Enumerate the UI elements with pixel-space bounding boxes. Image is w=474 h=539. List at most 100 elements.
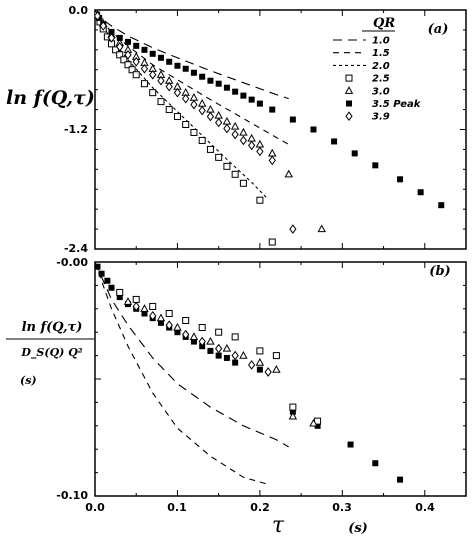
point-a-qr-2-5-18 (198, 136, 206, 144)
point-b-qr-3-5-Peak-24 (397, 476, 404, 483)
point-b-qr-3-5-Peak-22 (347, 441, 354, 448)
point-a-qr-3-5-Peak-24 (331, 138, 338, 145)
point-a-qr-3-5-Peak-19 (248, 96, 255, 103)
y-axis-label-a: ln f(Q,τ) (6, 87, 95, 109)
y-tick-a-0: 0.0 (69, 4, 89, 17)
legend-swatch-qr-3-9 (345, 111, 353, 122)
point-a-qr-2-5-7 (120, 56, 128, 64)
point-a-qr-3-5-Peak-15 (215, 80, 222, 87)
point-a-qr-3-5-Peak-4 (124, 38, 131, 45)
point-b-qr-3-5-Peak-11 (174, 329, 181, 336)
point-a-qr-3-5-Peak-22 (289, 116, 296, 123)
point-a-qr-2-5-25 (268, 238, 276, 246)
point-a-qr-3-0-17 (230, 121, 240, 130)
point-a-qr-2-5-11 (140, 80, 148, 88)
point-b-qr-3-5-Peak-18 (232, 359, 239, 366)
point-a-qr-3-9-19 (248, 140, 256, 151)
point-b-qr-2-5-0 (116, 288, 124, 296)
point-a-qr-3-5-Peak-17 (232, 88, 239, 95)
point-a-qr-2-5-8 (124, 61, 132, 69)
point-b-qr-3-5-Peak-16 (215, 352, 222, 359)
point-b-qr-3-5-Peak-21 (314, 422, 321, 429)
x-tick-2: 0.2 (250, 501, 270, 514)
point-b-qr-3-9-0 (132, 301, 140, 312)
point-a-qr-3-0-20 (255, 139, 265, 148)
point-b-qr-2-5-1 (132, 295, 140, 303)
point-a-qr-3-5-Peak-27 (397, 176, 404, 183)
point-a-qr-3-5-Peak-20 (256, 100, 263, 107)
y-tick-b-0: -0.00 (56, 256, 88, 269)
y-tick-a-2: -2.4 (64, 242, 88, 255)
point-b-qr-3-5-Peak-2 (104, 277, 111, 284)
point-b-qr-3-0-7 (239, 350, 248, 359)
legend-label-qr-3-0: 3.0 (372, 86, 390, 97)
point-b-qr-3-0-6 (222, 343, 232, 352)
point-a-qr-3-5-Peak-6 (141, 46, 148, 53)
point-a-qr-3-9-11 (182, 93, 190, 104)
point-a-qr-2-5-19 (206, 145, 214, 153)
point-a-qr-3-0-21 (268, 148, 277, 157)
point-a-qr-2-5-10 (132, 71, 140, 79)
point-a-qr-3-5-Peak-9 (166, 58, 173, 65)
point-a-qr-3-0-22 (284, 169, 293, 178)
point-a-qr-3-9-12 (190, 99, 198, 110)
point-b-qr-3-5-Peak-0 (95, 263, 101, 270)
point-b-qr-2-5-2 (149, 302, 157, 310)
point-a-qr-3-5-Peak-5 (133, 42, 140, 49)
x-axis-label: τ (272, 513, 285, 538)
point-a-qr-2-5-20 (215, 153, 223, 161)
point-a-qr-3-9-20 (256, 146, 264, 157)
point-b-qr-3-5-Peak-9 (157, 319, 164, 326)
point-a-qr-3-5-Peak-8 (157, 54, 164, 61)
point-a-qr-3-9-5 (132, 56, 140, 67)
series-a-qr-1-0-line (95, 10, 289, 100)
point-b-qr-3-0-0 (123, 297, 133, 305)
point-b-qr-3-5-Peak-23 (372, 460, 379, 467)
point-a-qr-2-5-22 (231, 170, 239, 178)
point-b-qr-3-5-Peak-4 (116, 294, 123, 301)
point-b-qr-3-9-5 (215, 343, 223, 354)
point-a-qr-3-9-7 (149, 69, 157, 80)
point-b-qr-3-0-10 (288, 411, 298, 420)
legend-swatch-qr-3-5-Peak (346, 100, 352, 107)
point-b-qr-3-0-1 (140, 304, 149, 312)
point-a-qr-3-5-Peak-13 (199, 73, 206, 80)
point-b-qr-3-9-4 (198, 336, 206, 347)
point-b-qr-2-5-4 (182, 317, 190, 324)
point-a-qr-2-5-15 (173, 113, 181, 121)
point-b-qr-3-0-8 (255, 357, 265, 366)
point-a-qr-3-5-Peak-2 (108, 28, 115, 35)
point-a-qr-3-5-Peak-11 (182, 65, 189, 72)
point-a-qr-2-5-6 (116, 51, 124, 59)
point-b-qr-3-5-Peak-7 (141, 310, 148, 317)
point-a-qr-3-9-6 (140, 63, 149, 74)
point-b-qr-2-5-10 (289, 403, 297, 411)
point-a-qr-3-5-Peak-25 (351, 150, 358, 157)
point-a-qr-3-9-14 (206, 111, 215, 122)
point-a-qr-2-5-14 (165, 106, 173, 114)
point-a-qr-2-5-24 (256, 196, 264, 204)
point-b-qr-3-9-3 (182, 329, 190, 340)
point-a-qr-3-9-9 (165, 81, 173, 92)
series-b-qr-1-5-line (95, 262, 269, 485)
legend-label-qr-3-5-Peak: 3.5 Peak (372, 99, 422, 110)
point-a-qr-3-5-Peak-18 (240, 92, 247, 99)
legend-label-qr-3-9: 3.9 (372, 112, 390, 123)
point-a-qr-3-5-Peak-16 (223, 84, 230, 91)
point-b-qr-2-5-7 (231, 333, 239, 341)
point-b-qr-3-9-2 (165, 320, 173, 331)
point-b-qr-3-5-Peak-1 (98, 270, 105, 277)
legend-swatch-qr-3-0 (344, 86, 354, 94)
point-a-qr-3-9-3 (116, 42, 124, 52)
y-axis-label-b-numerator: ln f(Q,τ) (22, 320, 83, 335)
y-tick-b-1: -0.10 (56, 489, 88, 502)
point-a-qr-3-0-23 (317, 224, 326, 233)
x-tick-3: 0.3 (332, 501, 352, 514)
point-a-qr-3-5-Peak-10 (174, 62, 181, 69)
point-b-qr-2-5-3 (165, 309, 173, 317)
point-b-qr-2-5-8 (256, 347, 264, 355)
point-a-qr-3-9-17 (231, 129, 239, 140)
point-a-qr-2-5-12 (149, 89, 157, 97)
point-a-qr-2-5-17 (190, 128, 198, 136)
point-a-qr-3-5-Peak-23 (310, 126, 317, 133)
